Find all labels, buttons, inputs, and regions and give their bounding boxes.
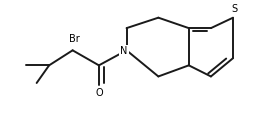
Text: O: O bbox=[95, 88, 103, 98]
Text: Br: Br bbox=[69, 34, 80, 44]
Text: N: N bbox=[120, 46, 128, 56]
Text: S: S bbox=[231, 4, 237, 14]
